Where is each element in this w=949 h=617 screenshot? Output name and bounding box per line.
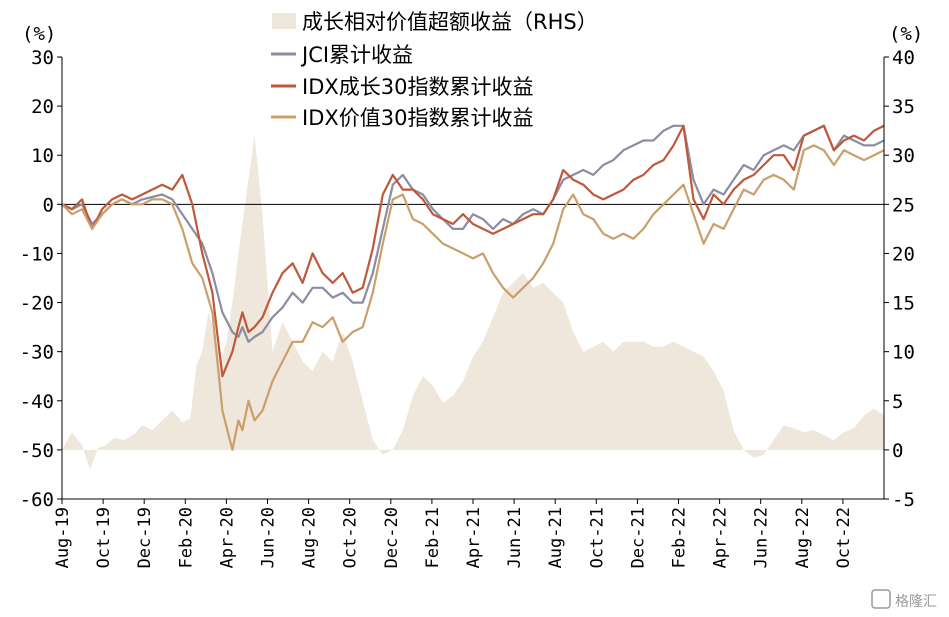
x-tick-label: Jun-22: [752, 507, 772, 568]
x-tick-label: Oct-21: [587, 507, 607, 568]
axes-layer: 3020100-10-20-30-40-50-60403530252015105…: [20, 47, 915, 568]
legend: 成长相对价值超额收益（RHS） JCI累计收益 IDX成长30指数累计收益 IDX价值…: [271, 10, 598, 130]
excess-return-area: [62, 135, 884, 470]
right-tick-label: 10: [892, 342, 915, 364]
x-tick-label: Feb-21: [423, 507, 443, 568]
left-tick-label: 10: [31, 145, 54, 167]
x-tick-label: Apr-22: [711, 507, 731, 568]
right-axis-unit: (%): [889, 23, 923, 45]
x-tick-label: Dec-19: [135, 507, 155, 568]
right-tick-label: 35: [892, 96, 915, 118]
jci-cumulative-return-line: [61, 124, 885, 343]
x-tick-label: Oct-22: [834, 507, 854, 568]
x-tick-label: Jun-20: [259, 507, 279, 568]
x-tick-label: Jun-21: [505, 507, 525, 568]
watermark: 格隆汇: [871, 589, 937, 610]
left-axis-unit: (%): [22, 23, 56, 45]
right-tick-label: 15: [892, 293, 915, 315]
left-tick-label: -50: [20, 440, 54, 462]
legend-label: JCI累计收益: [300, 43, 413, 67]
idx-growth30-return-line: [61, 124, 885, 378]
left-tick-label: 20: [31, 96, 54, 118]
x-tick-label: Oct-20: [341, 507, 361, 568]
right-tick-label: 5: [892, 391, 903, 413]
right-tick-label: 30: [892, 145, 915, 167]
right-tick-label: -5: [892, 489, 915, 511]
left-tick-label: -30: [20, 342, 54, 364]
idx-value30-return-line: [61, 144, 885, 451]
watermark-text: 格隆汇: [895, 594, 937, 610]
x-tick-label: Aug-21: [546, 507, 566, 568]
right-tick-label: 0: [892, 440, 903, 462]
legend-label: 成长相对价值超额收益（RHS）: [302, 10, 598, 34]
left-tick-label: -20: [20, 293, 54, 315]
left-tick-label: 30: [31, 47, 54, 69]
legend-label: IDX价值30指数累计收益: [302, 106, 533, 130]
left-tick-label: -60: [20, 489, 54, 511]
cumulative-return-lines-layer: [61, 124, 885, 451]
right-tick-label: 20: [892, 243, 915, 265]
legend-label: IDX成长30指数累计收益: [302, 75, 533, 99]
x-tick-label: Dec-21: [628, 507, 648, 568]
x-tick-label: Aug-20: [300, 507, 320, 568]
x-tick-label: Aug-22: [793, 507, 813, 568]
excess-return-area-layer: [62, 135, 884, 470]
x-tick-label: Feb-22: [670, 507, 690, 568]
legend-swatch: [272, 13, 296, 29]
left-tick-label: -10: [20, 243, 54, 265]
left-tick-label: 0: [43, 194, 54, 216]
x-tick-label: Feb-20: [176, 507, 196, 568]
x-tick-label: Apr-20: [217, 507, 237, 568]
watermark-logo-icon: [871, 589, 891, 609]
left-tick-label: -40: [20, 391, 54, 413]
x-tick-label: Dec-20: [382, 507, 402, 568]
x-tick-label: Aug-19: [53, 507, 73, 568]
x-tick-label: Oct-19: [94, 507, 114, 568]
x-tick-label: Apr-21: [464, 507, 484, 568]
right-tick-label: 40: [892, 47, 915, 69]
right-tick-label: 25: [892, 194, 915, 216]
